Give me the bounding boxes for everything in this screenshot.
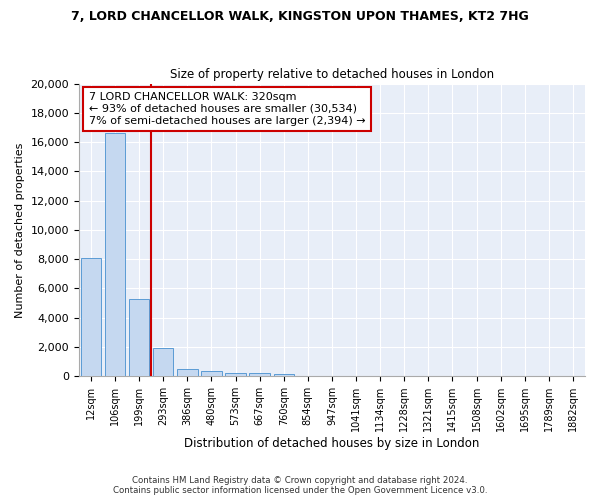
Bar bbox=[129, 298, 149, 376]
Bar bbox=[153, 348, 173, 376]
Y-axis label: Number of detached properties: Number of detached properties bbox=[15, 142, 25, 318]
Bar bbox=[81, 258, 101, 376]
Text: 7 LORD CHANCELLOR WALK: 320sqm
← 93% of detached houses are smaller (30,534)
7% : 7 LORD CHANCELLOR WALK: 320sqm ← 93% of … bbox=[89, 92, 365, 126]
Bar bbox=[177, 369, 197, 376]
Bar bbox=[274, 374, 294, 376]
Text: 7, LORD CHANCELLOR WALK, KINGSTON UPON THAMES, KT2 7HG: 7, LORD CHANCELLOR WALK, KINGSTON UPON T… bbox=[71, 10, 529, 23]
Bar bbox=[201, 372, 221, 376]
Bar bbox=[105, 134, 125, 376]
Bar bbox=[226, 372, 246, 376]
Bar bbox=[250, 374, 270, 376]
Text: Contains HM Land Registry data © Crown copyright and database right 2024.
Contai: Contains HM Land Registry data © Crown c… bbox=[113, 476, 487, 495]
X-axis label: Distribution of detached houses by size in London: Distribution of detached houses by size … bbox=[184, 437, 479, 450]
Title: Size of property relative to detached houses in London: Size of property relative to detached ho… bbox=[170, 68, 494, 81]
